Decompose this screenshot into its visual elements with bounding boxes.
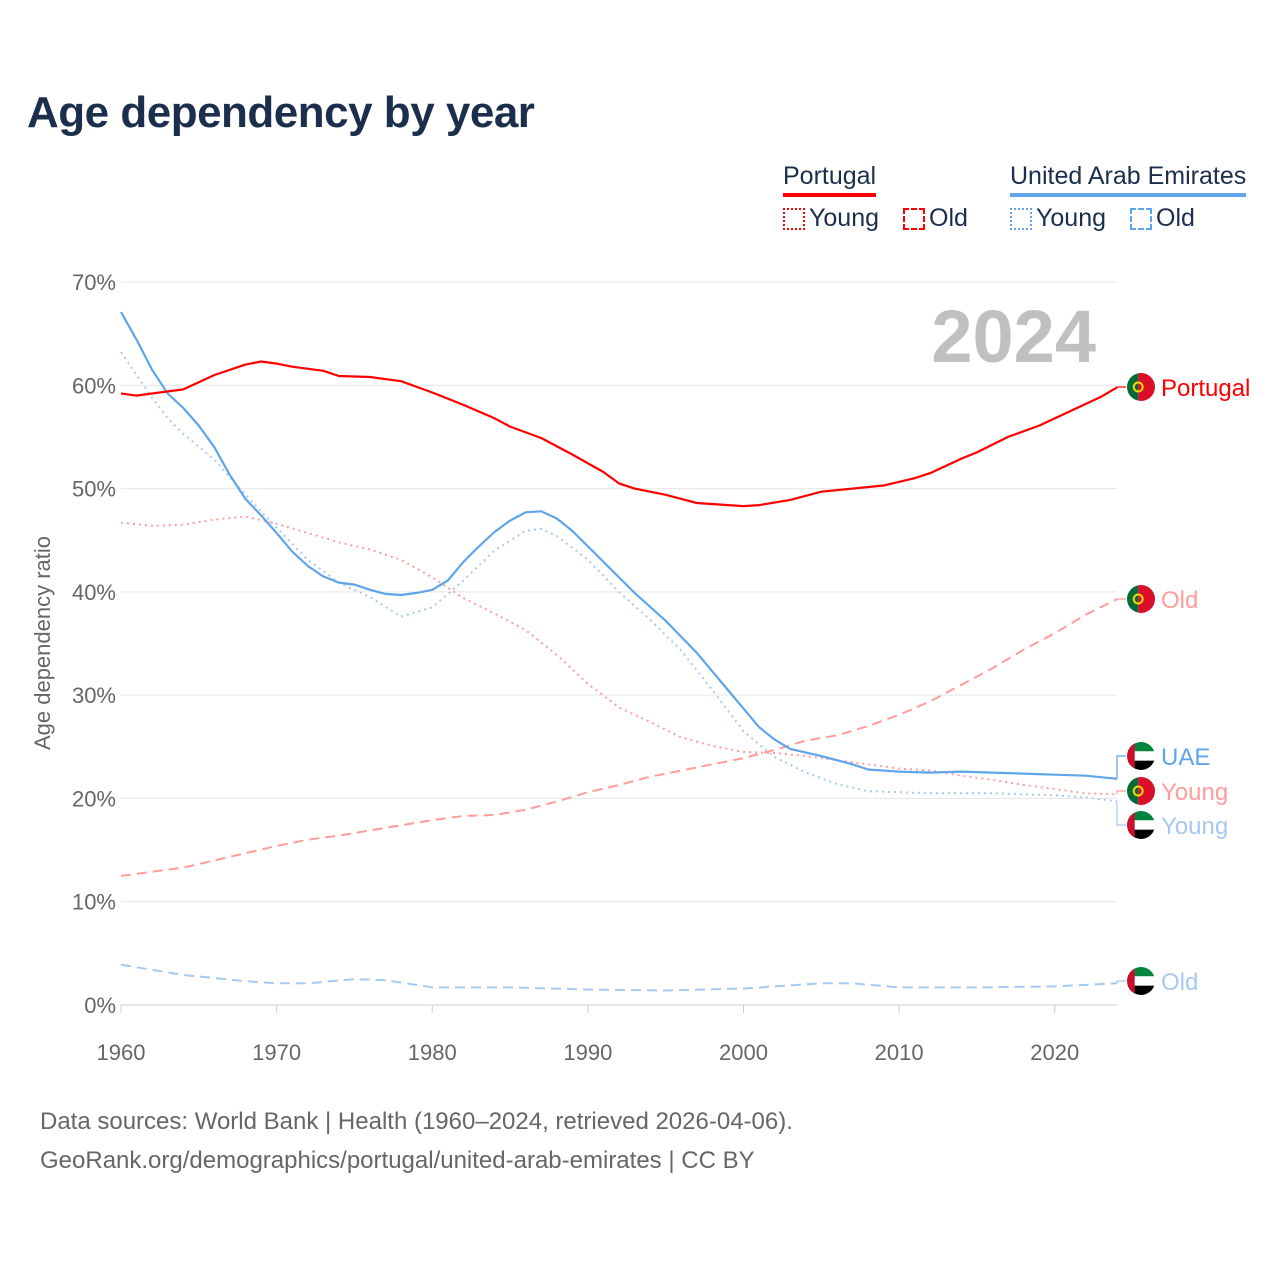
end-label-uae-young[interactable]: Young [1116, 801, 1228, 840]
x-tick-label: 2020 [1030, 1040, 1079, 1065]
label-connector [1116, 755, 1126, 779]
x-tick-label: 1990 [563, 1040, 612, 1065]
portugal-flag-icon [1127, 777, 1155, 805]
end-label-text: Old [1161, 587, 1198, 614]
dashed-swatch-icon [1130, 207, 1152, 230]
end-label-text: Young [1161, 813, 1228, 840]
end-label-portugal[interactable]: Portugal [1116, 373, 1250, 402]
label-connector [1116, 980, 1126, 984]
label-connector [1116, 790, 1126, 795]
source-text: Data sources: World Bank | Health (1960–… [40, 1108, 793, 1135]
flag-white [1127, 820, 1155, 830]
flag-emblem [1132, 593, 1144, 605]
series-line-uae-old [120, 963, 1118, 992]
end-label-uae-old[interactable]: Old [1116, 967, 1198, 996]
flag-red [1127, 967, 1135, 995]
legend-portugal-young[interactable]: Young [783, 204, 879, 233]
end-label-text: Young [1161, 779, 1228, 806]
end-label-portugal-young[interactable]: Young [1116, 777, 1228, 806]
dotted-swatch-icon [1010, 207, 1032, 230]
y-tick-label: 20% [72, 786, 116, 811]
series-line-portugal [120, 360, 1118, 508]
flag-red [1127, 811, 1135, 839]
dashed-swatch-icon [903, 207, 925, 230]
flag-white [1127, 976, 1155, 986]
x-tick-label: 2010 [875, 1040, 924, 1065]
legend-label: Old [1156, 204, 1195, 232]
x-tick-label: 1970 [252, 1040, 301, 1065]
y-tick-label: 60% [72, 373, 116, 398]
year-label: 2024 [931, 295, 1096, 378]
flag-white [1127, 751, 1155, 761]
x-tick-label: 2000 [719, 1040, 768, 1065]
flag-red [1127, 742, 1135, 770]
end-label-text: Old [1161, 969, 1198, 996]
y-axis-label: Age dependency ratio [30, 536, 55, 750]
y-tick-label: 10% [72, 890, 116, 915]
legend-label: Young [809, 204, 879, 232]
flag-green [1127, 811, 1155, 821]
series-line-uae [120, 311, 1118, 780]
flag-emblem [1132, 381, 1144, 393]
end-label-text: Portugal [1161, 375, 1250, 402]
flag-green [1127, 585, 1139, 613]
label-connector [1116, 801, 1126, 826]
flag-black [1127, 829, 1155, 839]
end-label-text: UAE [1161, 744, 1210, 771]
portugal-flag-icon [1127, 585, 1155, 613]
end-label-portugal-old[interactable]: Old [1116, 585, 1198, 614]
flag-green [1127, 777, 1139, 805]
flag-red [1138, 373, 1155, 401]
legend-portugal[interactable]: Portugal [783, 162, 877, 197]
y-tick-label: 50% [72, 477, 116, 502]
y-tick-label: 40% [72, 580, 116, 605]
source-url[interactable]: GeoRank.org/demographics/portugal/united… [40, 1147, 755, 1174]
x-tick-label: 1980 [408, 1040, 457, 1065]
flag-green [1127, 742, 1155, 752]
legend-label: Young [1036, 204, 1106, 232]
y-tick-label: 0% [84, 993, 116, 1018]
legend-uae-young[interactable]: Young [1010, 204, 1106, 233]
y-tick-label: 30% [72, 683, 116, 708]
y-tick-label: 70% [72, 270, 116, 295]
legend-label: Old [929, 204, 968, 232]
legend-uae[interactable]: United Arab Emirates [1010, 162, 1247, 197]
legend-portugal-old[interactable]: Old [903, 204, 968, 233]
chart-title: Age dependency by year [27, 88, 535, 137]
series-line-uae-young [120, 351, 1118, 803]
uae-flag-icon [1127, 742, 1155, 770]
dotted-swatch-icon [783, 207, 805, 230]
series-line-portugal-old [120, 598, 1118, 877]
flag-black [1127, 760, 1155, 770]
flag-green [1127, 373, 1139, 401]
uae-flag-icon [1127, 967, 1155, 995]
x-tick-label: 1960 [97, 1040, 146, 1065]
legend-uae-old[interactable]: Old [1130, 204, 1195, 233]
end-label-uae[interactable]: UAE [1116, 742, 1210, 779]
flag-red [1138, 777, 1155, 805]
portugal-flag-icon [1127, 373, 1155, 401]
flag-red [1138, 585, 1155, 613]
flag-green [1127, 967, 1155, 977]
flag-black [1127, 985, 1155, 995]
flag-emblem [1132, 785, 1144, 797]
series-line-portugal-young [120, 515, 1118, 796]
uae-flag-icon [1127, 811, 1155, 839]
